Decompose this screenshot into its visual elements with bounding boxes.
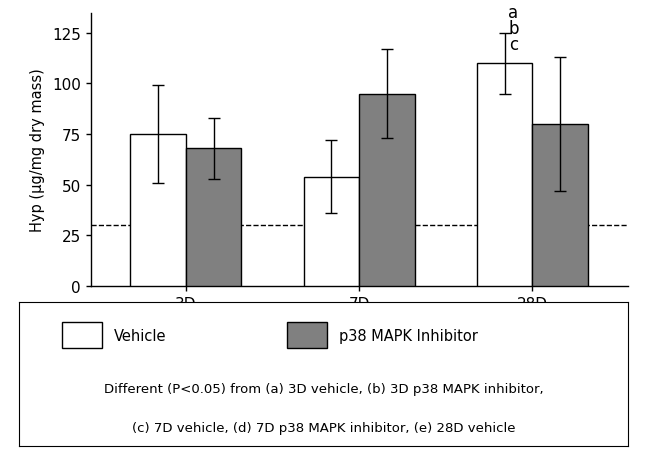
Bar [532,124,587,286]
Y-axis label: Hyp (μg/mg dry mass): Hyp (μg/mg dry mass) [30,68,45,232]
Bar [62,322,102,348]
Text: c: c [509,36,518,54]
Text: a: a [508,4,518,22]
Text: Vehicle: Vehicle [114,328,166,343]
Bar [359,94,415,286]
Bar [303,177,359,286]
Text: b: b [508,20,518,38]
Bar [287,322,327,348]
Bar [131,135,186,286]
Text: p38 MAPK Inhibitor: p38 MAPK Inhibitor [339,328,477,343]
Text: Different (P<0.05) from (a) 3D vehicle, (b) 3D p38 MAPK inhibitor,: Different (P<0.05) from (a) 3D vehicle, … [104,382,543,395]
Bar [477,64,532,286]
Bar [186,149,241,286]
Text: (c) 7D vehicle, (d) 7D p38 MAPK inhibitor, (e) 28D vehicle: (c) 7D vehicle, (d) 7D p38 MAPK inhibito… [132,421,515,434]
